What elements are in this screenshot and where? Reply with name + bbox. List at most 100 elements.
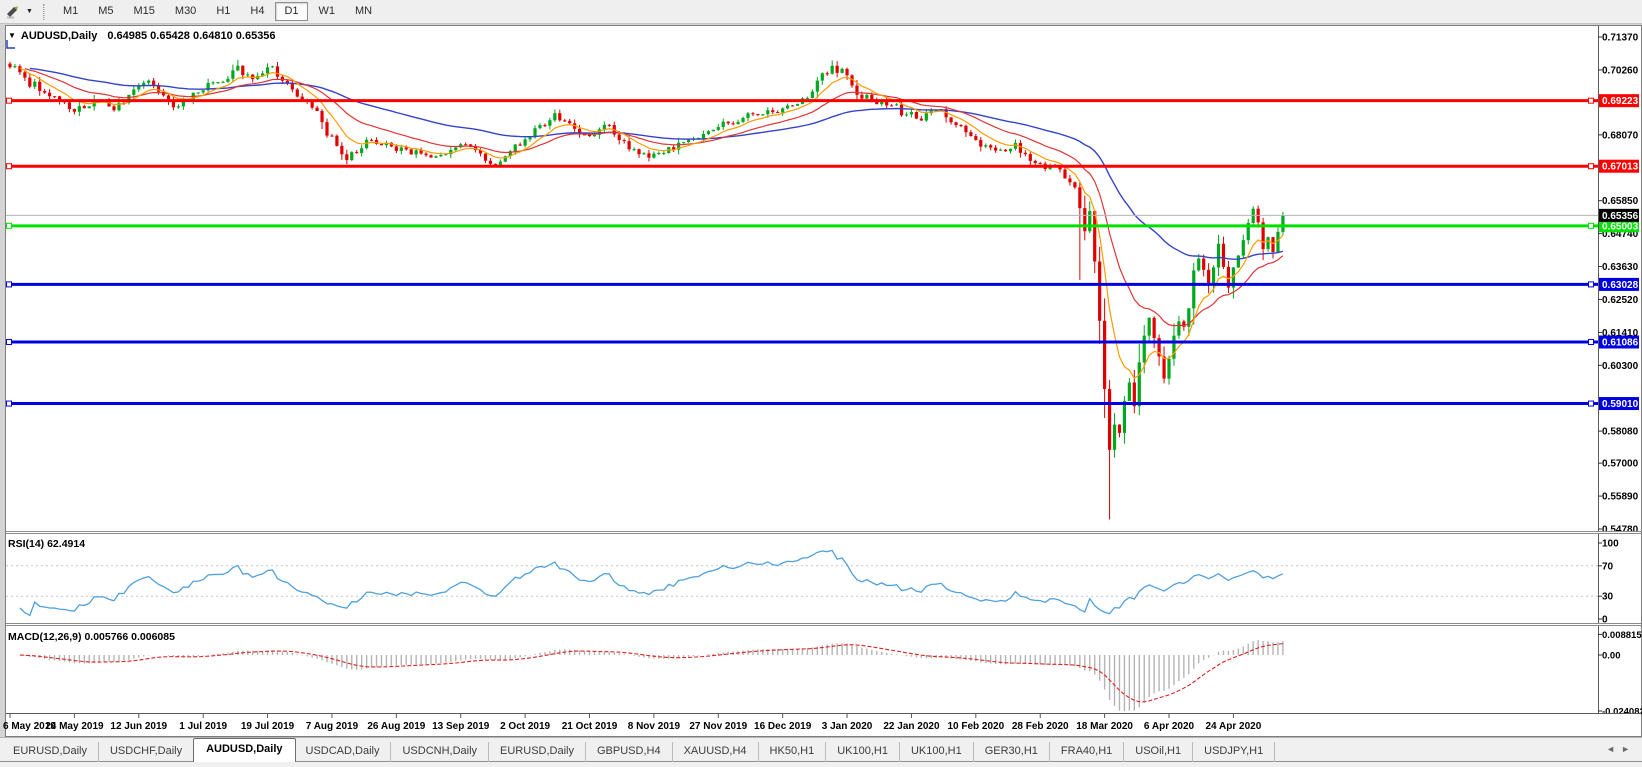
price-badge-0.69223: 0.69223 [1599, 94, 1639, 108]
svg-text:0.68070: 0.68070 [1602, 130, 1639, 141]
svg-text:0.70260: 0.70260 [1602, 65, 1639, 76]
date-label: 10 Feb 2020 [947, 721, 1004, 732]
svg-text:0.65003: 0.65003 [1602, 221, 1639, 232]
date-label: 19 Jul 2019 [241, 721, 295, 732]
chart-tab-USOil-H1[interactable]: USOil,H1 [1124, 742, 1194, 762]
chart-tab-USDCHF-Daily[interactable]: USDCHF,Daily [99, 742, 195, 762]
svg-text:70: 70 [1602, 561, 1614, 572]
horizontal-line-0.59010[interactable] [6, 400, 1598, 407]
svg-text:0.008815: 0.008815 [1602, 630, 1642, 641]
svg-text:0.62520: 0.62520 [1602, 295, 1639, 306]
timeframe-button-M1[interactable]: M1 [62, 5, 79, 17]
timeframe-button-MN[interactable]: MN [355, 5, 373, 17]
svg-text:0: 0 [1602, 615, 1608, 626]
pane-separator[interactable] [6, 531, 1641, 534]
svg-text:0.60300: 0.60300 [1602, 361, 1639, 372]
date-label: 7 Aug 2019 [306, 721, 359, 732]
chart-tab-HK50-H1[interactable]: HK50,H1 [759, 742, 827, 762]
moving-averages [19, 67, 1284, 380]
date-label: 1 Jul 2019 [179, 721, 227, 732]
chart-tab-USDJPY-H1[interactable]: USDJPY,H1 [1193, 742, 1276, 762]
macd-pane [19, 639, 1284, 711]
macd-signal-line [19, 643, 1283, 703]
horizontal-line-0.65003[interactable] [6, 222, 1598, 229]
date-label: 12 Jun 2019 [110, 721, 167, 732]
horizontal-line-0.69223[interactable] [6, 97, 1598, 104]
chart-tab-bar: EURUSD,Daily USDCHF,Daily AUDUSD,Daily USDC… [0, 737, 1642, 767]
svg-text:0.63630: 0.63630 [1602, 262, 1639, 273]
timeframe-button-M15[interactable]: M15 [133, 5, 155, 17]
tab-scroll-arrows[interactable]: ◄► [1606, 744, 1636, 754]
tab-scroll-right-icon[interactable]: ► [1621, 744, 1636, 754]
price-axis[interactable]: 0.71370 0.70260 0.68070 0.65850 0.64740 0.636… [1598, 26, 1642, 718]
timeframe-button-W1[interactable]: W1 [318, 5, 336, 17]
svg-text:0.57000: 0.57000 [1602, 459, 1639, 470]
date-label: 22 Jan 2020 [883, 721, 940, 732]
price-badge-0.65003: 0.65003 [1599, 219, 1639, 233]
timeframe-button-H1[interactable]: H1 [216, 5, 231, 17]
svg-text:0.55890: 0.55890 [1602, 492, 1639, 503]
date-label: 8 Nov 2019 [628, 721, 681, 732]
chart-tab-GBPUSD-H4[interactable]: GBPUSD,H4 [586, 742, 673, 762]
svg-text:0.65356: 0.65356 [1602, 211, 1639, 222]
chart-canvas[interactable]: 0.71370 0.70260 0.68070 0.65850 0.64740 0.636… [0, 0, 1642, 737]
tab-scroll-left-icon[interactable]: ◄ [1606, 744, 1622, 754]
date-label: 6 Apr 2020 [1144, 721, 1195, 732]
date-label: 2 Oct 2019 [500, 721, 550, 732]
svg-text:0.67013: 0.67013 [1602, 162, 1639, 173]
rsi-pane [6, 549, 1598, 617]
price-badge-0.61086: 0.61086 [1599, 335, 1639, 349]
chart-tab-FRA40-H1[interactable]: FRA40,H1 [1050, 742, 1125, 762]
chart-tab-USDCNH-Daily[interactable]: USDCNH,Daily [391, 742, 490, 762]
horizontal-line-0.67013[interactable] [6, 163, 1598, 170]
tab-underline [0, 761, 1642, 762]
svg-text:0.69223: 0.69223 [1602, 96, 1639, 107]
date-label: 21 Oct 2019 [562, 721, 618, 732]
svg-text:0.63028: 0.63028 [1602, 280, 1639, 291]
toolbar-grip [42, 3, 45, 20]
chart-tab-UK100-H1[interactable]: UK100,H1 [900, 742, 974, 762]
date-label: 16 Dec 2019 [754, 721, 812, 732]
pane-separator[interactable] [6, 623, 1641, 626]
current-price-badge: 0.65356 [1599, 208, 1639, 222]
timeframe-button-D1[interactable]: D1 [275, 2, 308, 21]
date-label: 13 Sep 2019 [432, 721, 490, 732]
timeframe-button-M5[interactable]: M5 [98, 5, 114, 17]
date-label: 27 Nov 2019 [689, 721, 747, 732]
date-label: 26 Aug 2019 [367, 721, 425, 732]
date-label: 24 May 2019 [45, 721, 104, 732]
chart-tab-AUDUSD-Daily[interactable]: AUDUSD,Daily [193, 738, 296, 762]
svg-text:0.61086: 0.61086 [1602, 337, 1639, 348]
svg-text:0.61410: 0.61410 [1602, 328, 1639, 339]
svg-text:100: 100 [1602, 539, 1619, 550]
horizontal-line-0.63028[interactable] [6, 281, 1598, 288]
dropdown-caret-icon[interactable]: ▼ [26, 8, 33, 15]
svg-text:0.71370: 0.71370 [1602, 33, 1639, 44]
chart-tab-EURUSD-Daily[interactable]: EURUSD,Daily [2, 742, 99, 762]
date-label: 3 Jan 2020 [822, 721, 873, 732]
chart-tab-GER30-H1[interactable]: GER30,H1 [974, 742, 1050, 762]
data-start-marker [6, 40, 15, 49]
price-badge-0.67013: 0.67013 [1599, 159, 1639, 173]
timeframe-button-M30[interactable]: M30 [174, 5, 197, 17]
svg-text:0.59010: 0.59010 [1602, 399, 1639, 410]
svg-text:0.65850: 0.65850 [1602, 196, 1639, 207]
price-badge-0.59010: 0.59010 [1599, 397, 1639, 411]
chart-tab-XAUUSD-H4[interactable]: XAUUSD,H4 [673, 742, 759, 762]
chart-tab-EURUSD-Daily[interactable]: EURUSD,Daily [489, 742, 586, 762]
timeframe-button-H4[interactable]: H4 [250, 5, 265, 17]
date-label: 28 Feb 2020 [1012, 721, 1069, 732]
chart-tab-USDCAD-Daily[interactable]: USDCAD,Daily [295, 742, 392, 762]
date-label: 6 May 2019 [3, 721, 56, 732]
date-label: 24 Apr 2020 [1206, 721, 1262, 732]
chart-tab-UK100-H1[interactable]: UK100,H1 [826, 742, 900, 762]
price-badge-0.63028: 0.63028 [1599, 277, 1639, 291]
toolbar: ▼ M1 M5 M15 M30 H1 H4 D1 W1 MN [0, 0, 1642, 24]
svg-text:30: 30 [1602, 592, 1614, 603]
chart-tool-icon[interactable] [5, 4, 21, 20]
svg-text:-0.024082: -0.024082 [1602, 707, 1642, 718]
chart-window-frame [5, 25, 1642, 737]
horizontal-line-0.61086[interactable] [6, 338, 1598, 345]
